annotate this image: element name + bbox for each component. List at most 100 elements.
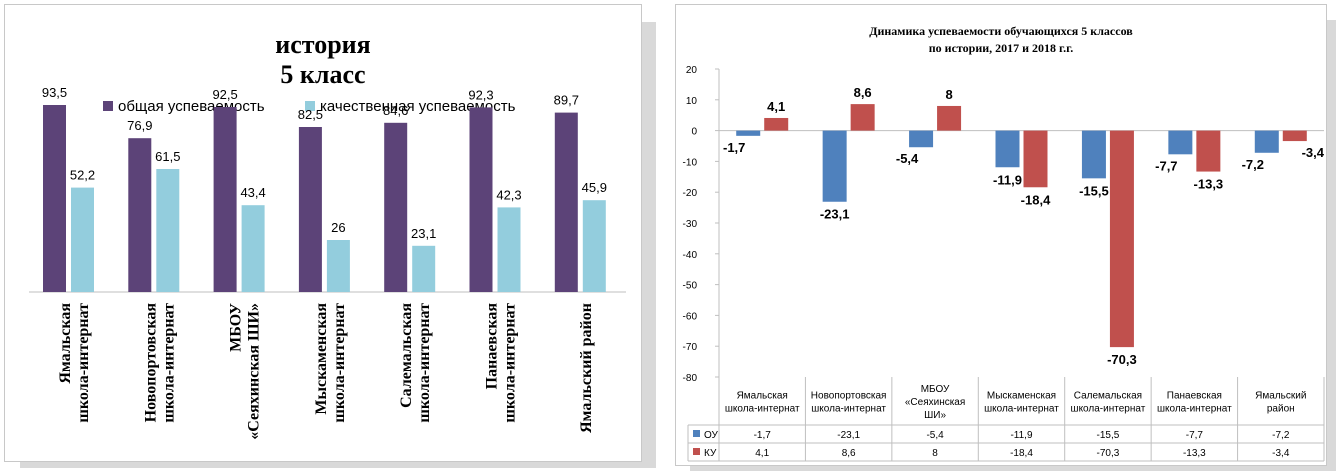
y-tick-label-4: -20 (683, 188, 698, 199)
data-label-total-7: 89,7 (554, 93, 579, 108)
table-cell-2-4: -18,4 (1010, 448, 1033, 459)
table-cell-2-2: 8,6 (842, 448, 856, 459)
bar-ou-6 (1168, 130, 1193, 155)
table-cell-1-3: -5,4 (926, 430, 944, 441)
table-category-line: школа-интернат (1157, 404, 1232, 415)
y-tick-label-8: -60 (683, 311, 698, 322)
table-legend-label-1: ОУ (704, 430, 719, 441)
y-tick-label-10: -80 (683, 373, 698, 384)
table-category-line: район (1267, 404, 1295, 415)
bar-ku-5 (1109, 130, 1134, 348)
table-cell-1-1: -1,7 (754, 430, 772, 441)
bar-ku-3 (937, 105, 962, 131)
y-tick-label-0: 20 (686, 65, 698, 76)
table-cell-2-7: -3,4 (1272, 448, 1290, 459)
chart-title: история (275, 30, 370, 59)
legend-label-2: качественная успеваемость (320, 98, 516, 115)
bar-quality-1 (71, 187, 94, 292)
data-label-ou-5: -15,5 (1079, 183, 1109, 198)
table-cell-1-7: -7,2 (1272, 430, 1290, 441)
bar-total-1 (43, 105, 66, 292)
bar-total-3 (213, 107, 237, 292)
table-cell-1-2: -23,1 (837, 430, 860, 441)
table-category-line: ШИ» (924, 410, 946, 421)
table-category-line: школа-интернат (725, 404, 800, 415)
data-label-ku-6: -13,3 (1194, 177, 1224, 192)
bar-ou-2 (822, 130, 847, 202)
y-tick-label-6: -40 (683, 250, 698, 261)
legend-swatch-1 (103, 101, 113, 111)
bar-total-7 (554, 112, 578, 292)
bar-total-5 (384, 122, 408, 292)
data-label-ku-5: -70,3 (1107, 352, 1137, 367)
bar-quality-6 (497, 207, 521, 292)
table-cell-1-6: -7,7 (1186, 430, 1204, 441)
data-label-quality-5: 23,1 (411, 226, 436, 241)
bar-ku-2 (850, 104, 875, 131)
data-label-ou-1: -1,7 (723, 140, 745, 155)
table-category-line: школа-интернат (1071, 404, 1146, 415)
table-cell-2-5: -70,3 (1097, 448, 1120, 459)
category-label-4: Мыскаменская школа-интернат (313, 303, 348, 423)
table-category-line: МБОУ (921, 384, 950, 395)
right-chart: Динамика успеваемости обучающихся 5 клас… (683, 24, 1325, 462)
table-cell-2-6: -13,3 (1183, 448, 1206, 459)
category-label-line: школа-интернат (416, 303, 433, 423)
left-chart-panel: история 5 класс общая успеваемость качестве… (4, 4, 642, 462)
table-cell-2-1: 4,1 (755, 448, 769, 459)
table-legend-label-2: КУ (704, 448, 717, 459)
y-tick-label-9: -70 (683, 342, 698, 353)
chart-subtitle: 5 класс (280, 60, 365, 89)
table-cell-1-5: -15,5 (1097, 430, 1120, 441)
data-label-quality-4: 26 (331, 220, 345, 235)
table-category-line: Ямальская (737, 391, 788, 402)
data-label-ku-2: 8,6 (854, 85, 872, 100)
data-label-ku-7: -3,4 (1302, 145, 1325, 160)
bar-ou-5 (1081, 130, 1106, 179)
category-label-line: Новопортовская (142, 303, 159, 423)
bar-quality-4 (326, 240, 350, 292)
category-label-line: Салемальская (398, 303, 415, 408)
data-label-total-5: 84,6 (383, 103, 408, 118)
bar-ou-3 (909, 130, 934, 148)
table-category-line: школа-интернат (984, 404, 1059, 415)
category-label-line: МБОУ (228, 303, 245, 352)
table-category-line: Салемальская (1074, 391, 1142, 402)
data-label-ku-1: 4,1 (767, 99, 785, 114)
bar-quality-3 (241, 205, 265, 292)
category-label-3: МБОУ «Сеяхинская ШИ» (228, 303, 263, 440)
y-tick-label-2: 0 (691, 127, 697, 138)
data-label-ou-2: -23,1 (820, 207, 850, 222)
data-label-ou-4: -11,9 (993, 172, 1022, 187)
y-tick-label-3: -10 (683, 157, 698, 168)
y-tick-label-1: 10 (686, 96, 698, 107)
data-label-ou-6: -7,7 (1155, 158, 1177, 173)
bar-total-4 (298, 127, 322, 292)
table-cell-1-4: -11,9 (1010, 430, 1032, 441)
category-label-line: Мыскаменская (313, 303, 330, 415)
chart-title: Динамика успеваемости обучающихся 5 клас… (869, 24, 1133, 38)
category-label-5: Салемальская школа-интернат (398, 303, 433, 423)
table-cell-2-3: 8 (932, 448, 938, 459)
data-label-ku-4: -18,4 (1021, 192, 1051, 207)
data-label-quality-7: 45,9 (582, 180, 607, 195)
bar-ou-7 (1254, 130, 1279, 153)
bar-total-2 (128, 138, 152, 292)
bar-total-6 (469, 107, 493, 293)
data-label-quality-3: 43,4 (240, 185, 265, 200)
legend-swatch-2 (305, 101, 315, 111)
table-category-line: «Сеяхинская (905, 397, 965, 408)
category-label-line: Ямальская (57, 303, 74, 384)
data-label-quality-2: 61,5 (155, 149, 180, 164)
bar-ku-4 (1023, 130, 1048, 188)
table-legend-swatch-ку (693, 448, 700, 455)
bar-quality-7 (582, 200, 606, 292)
bar-quality-5 (412, 245, 436, 292)
bar-ku-1 (764, 117, 789, 131)
data-label-ku-3: 8 (945, 87, 952, 102)
data-label-quality-1: 52,2 (70, 168, 95, 183)
bar-ou-4 (995, 130, 1020, 168)
category-label-7: Ямальский район (578, 303, 595, 433)
category-label-line: школа-интернат (502, 303, 519, 423)
